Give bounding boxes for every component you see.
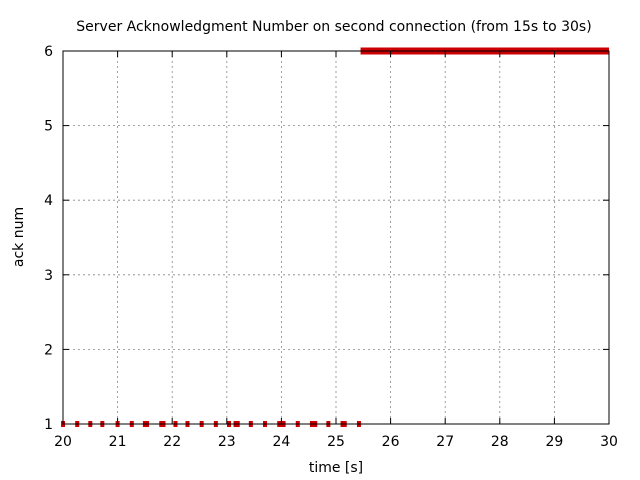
x-tick-label: 22 xyxy=(163,434,181,450)
y-tick-label: 4 xyxy=(44,193,53,209)
x-axis-label: time [s] xyxy=(309,460,363,476)
x-tick-label: 23 xyxy=(218,434,236,450)
y-axis-label: ack num xyxy=(11,207,27,267)
x-tick-label: 29 xyxy=(545,434,563,450)
x-tick-label: 24 xyxy=(272,434,290,450)
x-tick-label: 21 xyxy=(109,434,127,450)
chart-title: Server Acknowledgment Number on second c… xyxy=(76,19,591,35)
x-tick-label: 27 xyxy=(436,434,454,450)
grid-lines xyxy=(63,51,609,424)
y-tick-label: 3 xyxy=(44,268,53,284)
x-tick-label: 20 xyxy=(54,434,72,450)
y-tick-label: 6 xyxy=(44,44,53,60)
x-tick-label: 28 xyxy=(491,434,509,450)
y-tick-label: 5 xyxy=(44,119,53,135)
data-marks xyxy=(61,47,609,427)
x-tick-label: 25 xyxy=(327,434,345,450)
x-tick-label: 26 xyxy=(382,434,400,450)
x-tick-label: 30 xyxy=(600,434,618,450)
y-tick-label: 1 xyxy=(44,417,53,433)
y-tick-label: 2 xyxy=(44,342,53,358)
